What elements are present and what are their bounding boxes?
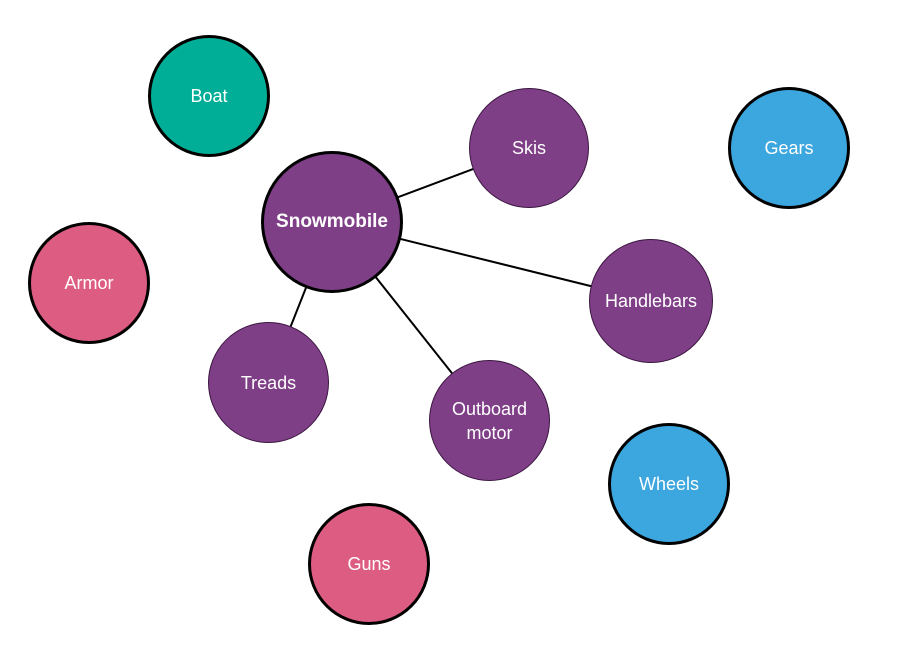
node-boat-label: Boat — [190, 86, 228, 106]
node-snowmobile-label: Snowmobile — [276, 211, 388, 232]
node-outboard-motor[interactable]: Outboard motor — [429, 360, 550, 481]
node-outboard-motor-label: Outboard motor — [451, 398, 528, 443]
node-armor-label: Armor — [64, 273, 114, 293]
node-snowmobile[interactable]: Snowmobile — [261, 151, 403, 293]
node-skis-label: Skis — [511, 138, 546, 158]
node-wheels-label: Wheels — [638, 474, 700, 494]
node-treads[interactable]: Treads — [208, 322, 329, 443]
node-treads-label: Treads — [240, 372, 297, 393]
node-wheels[interactable]: Wheels — [608, 423, 730, 545]
node-skis[interactable]: Skis — [469, 88, 589, 208]
node-guns-label: Guns — [347, 554, 391, 574]
node-gears[interactable]: Gears — [728, 87, 850, 209]
node-armor[interactable]: Armor — [28, 222, 150, 344]
node-guns[interactable]: Guns — [308, 503, 430, 625]
node-handlebars-label: Handlebars — [604, 291, 698, 311]
node-boat[interactable]: Boat — [148, 35, 270, 157]
node-handlebars[interactable]: Handlebars — [589, 239, 713, 363]
node-gears-label: Gears — [764, 138, 814, 158]
